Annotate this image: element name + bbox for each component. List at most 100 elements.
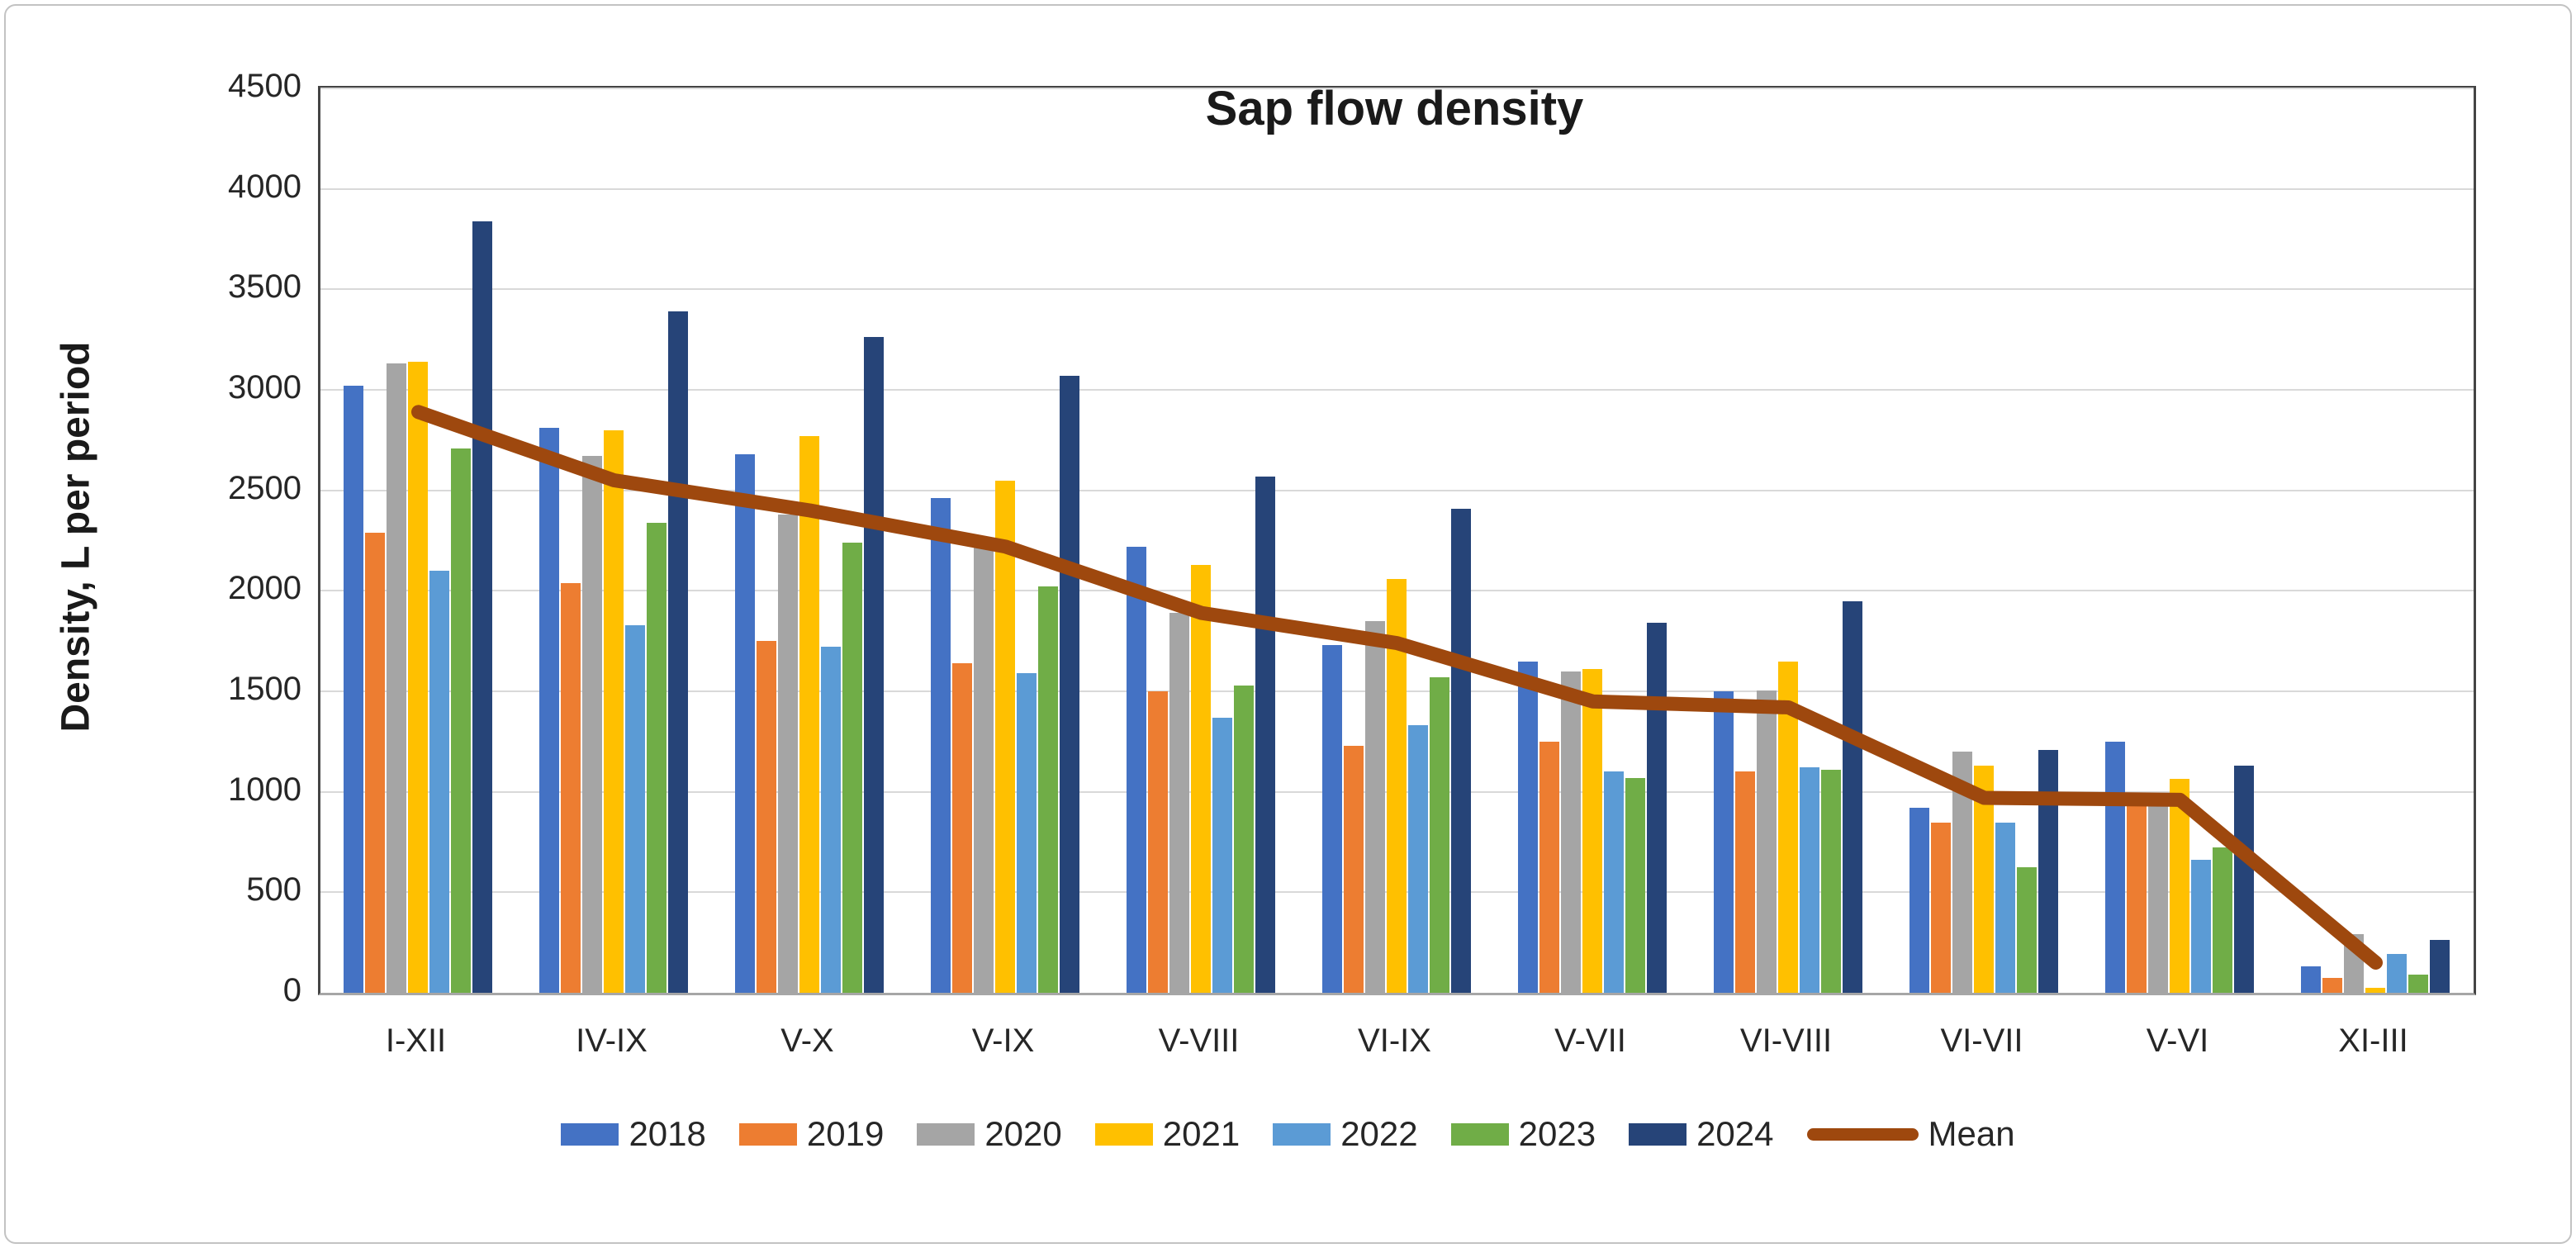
bar-2023-V-X bbox=[842, 542, 862, 993]
x-tick-label-IV-IX: IV-IX bbox=[576, 1023, 648, 1059]
bar-2023-VI-VII bbox=[2016, 866, 2037, 993]
y-tick-label-0: 0 bbox=[282, 972, 301, 1008]
x-tick-label-VI-IX: VI-IX bbox=[1358, 1023, 1431, 1059]
bar-2020-I-XII bbox=[386, 363, 406, 993]
gridline-4000 bbox=[320, 187, 2474, 190]
legend-item-Mean: Mean bbox=[1806, 1114, 2015, 1153]
bar-2024-V-VIII bbox=[1255, 476, 1275, 993]
bar-2021-V-VII bbox=[1582, 669, 1602, 993]
legend-item-2024: 2024 bbox=[1629, 1114, 1774, 1153]
legend-item-2018: 2018 bbox=[561, 1114, 706, 1153]
legend-label-2024: 2024 bbox=[1696, 1114, 1774, 1153]
legend-item-2022: 2022 bbox=[1273, 1117, 1418, 1151]
bar-2018-I-XII bbox=[343, 386, 363, 993]
bar-2023-VI-VIII bbox=[1820, 769, 1841, 993]
bar-2018-VI-VII bbox=[1909, 808, 1929, 993]
bar-2024-XI-III bbox=[2429, 939, 2450, 993]
bar-2020-V-VIII bbox=[1169, 613, 1189, 993]
bar-2022-I-XII bbox=[429, 571, 449, 993]
bar-2024-VI-IX bbox=[1450, 508, 1471, 993]
y-tick-label-1500: 1500 bbox=[228, 671, 301, 707]
bar-2021-V-X bbox=[799, 435, 819, 993]
bar-2023-V-VIII bbox=[1233, 685, 1254, 993]
bar-2022-VI-IX bbox=[1407, 725, 1428, 993]
bar-2021-V-VIII bbox=[1190, 564, 1211, 993]
bar-2023-IV-IX bbox=[646, 522, 667, 993]
bar-2024-I-XII bbox=[472, 221, 492, 993]
bar-2018-V-VII bbox=[1517, 661, 1538, 993]
legend-swatch-2023 bbox=[1450, 1122, 1509, 1146]
bar-2024-V-IX bbox=[1059, 375, 1079, 993]
legend-label-2020: 2020 bbox=[984, 1114, 1062, 1153]
bar-2022-VI-VIII bbox=[1799, 767, 1819, 993]
bar-2022-V-IX bbox=[1016, 673, 1037, 993]
y-tick-label-1000: 1000 bbox=[228, 771, 301, 808]
y-axis-title-text: Density, L per period bbox=[54, 341, 98, 733]
gridline-3000 bbox=[320, 389, 2474, 391]
bar-2024-VI-VIII bbox=[1842, 600, 1862, 993]
legend-label-2019: 2019 bbox=[806, 1114, 885, 1153]
bar-2024-IV-IX bbox=[667, 311, 688, 993]
bar-2019-V-VIII bbox=[1147, 691, 1168, 993]
legend-label-Mean: Mean bbox=[1928, 1114, 2015, 1153]
bar-2019-XI-III bbox=[2322, 977, 2342, 993]
legend-swatch-2020 bbox=[917, 1122, 975, 1146]
bar-2023-I-XII bbox=[450, 448, 471, 993]
bar-2019-VI-VIII bbox=[1734, 771, 1755, 993]
x-tick-label-V-VIII: V-VIII bbox=[1158, 1023, 1240, 1059]
legend-swatch-2018 bbox=[561, 1122, 619, 1146]
bar-2020-V-VI bbox=[2147, 801, 2168, 993]
bar-2021-V-VI bbox=[2169, 778, 2189, 993]
legend-label-2023: 2023 bbox=[1518, 1114, 1596, 1153]
y-tick-label-3000: 3000 bbox=[228, 369, 301, 406]
bar-2018-V-VI bbox=[2104, 741, 2125, 993]
bar-2023-V-VI bbox=[2212, 847, 2232, 993]
bar-2023-XI-III bbox=[2408, 975, 2428, 993]
bar-2020-V-X bbox=[777, 514, 798, 993]
legend-swatch-2019 bbox=[738, 1122, 797, 1146]
bar-2021-I-XII bbox=[407, 361, 428, 993]
bar-2018-VI-IX bbox=[1321, 645, 1342, 993]
bar-2021-V-IX bbox=[994, 480, 1015, 993]
bar-2024-V-VI bbox=[2233, 766, 2254, 993]
gridline-4500 bbox=[320, 88, 2474, 89]
y-tick-label-2500: 2500 bbox=[228, 469, 301, 506]
legend-label-2018: 2018 bbox=[629, 1114, 706, 1153]
legend-label-2021: 2021 bbox=[1162, 1114, 1241, 1153]
bar-2022-V-VII bbox=[1603, 771, 1624, 993]
plot-area bbox=[318, 86, 2476, 995]
y-tick-label-4500: 4500 bbox=[228, 68, 301, 104]
x-tick-label-I-XII: I-XII bbox=[385, 1023, 447, 1059]
bar-2024-VI-VII bbox=[2038, 749, 2058, 993]
bar-2020-IV-IX bbox=[581, 456, 602, 993]
bar-2024-V-VII bbox=[1646, 623, 1667, 993]
bar-2020-V-VII bbox=[1560, 671, 1581, 993]
x-tick-label-V-VI: V-VI bbox=[2146, 1023, 2209, 1059]
bar-2022-VI-VII bbox=[1995, 823, 2015, 993]
bar-2020-VI-VIII bbox=[1756, 690, 1777, 993]
y-axis-title: Density, L per period bbox=[50, 124, 102, 950]
legend-swatch-2024 bbox=[1629, 1122, 1687, 1146]
bar-2019-I-XII bbox=[364, 532, 385, 993]
y-tick-label-3500: 3500 bbox=[228, 268, 301, 306]
bar-2023-VI-IX bbox=[1429, 676, 1449, 993]
bar-2023-V-IX bbox=[1037, 586, 1058, 993]
legend-swatch-Mean bbox=[1806, 1127, 1919, 1141]
y-tick-label-4000: 4000 bbox=[228, 168, 301, 205]
bar-2024-V-X bbox=[863, 336, 884, 993]
chart-title: Sap flow density bbox=[1205, 82, 1584, 135]
bar-2020-V-IX bbox=[973, 544, 994, 993]
legend-item-2021: 2021 bbox=[1094, 1114, 1241, 1153]
x-tick-label-VI-VII: VI-VII bbox=[1940, 1023, 2023, 1059]
bar-2023-V-VII bbox=[1625, 777, 1645, 993]
bar-2018-V-VIII bbox=[1126, 546, 1146, 993]
bar-2019-V-IX bbox=[951, 662, 972, 993]
bar-2022-V-VIII bbox=[1212, 717, 1232, 993]
gridline-3500 bbox=[320, 288, 2474, 291]
bar-2019-V-VII bbox=[1539, 741, 1559, 993]
bar-2018-V-X bbox=[734, 453, 755, 993]
y-tick-label-500: 500 bbox=[246, 871, 301, 909]
legend-item-2023: 2023 bbox=[1450, 1114, 1596, 1153]
bar-2019-VI-VII bbox=[1930, 823, 1951, 993]
